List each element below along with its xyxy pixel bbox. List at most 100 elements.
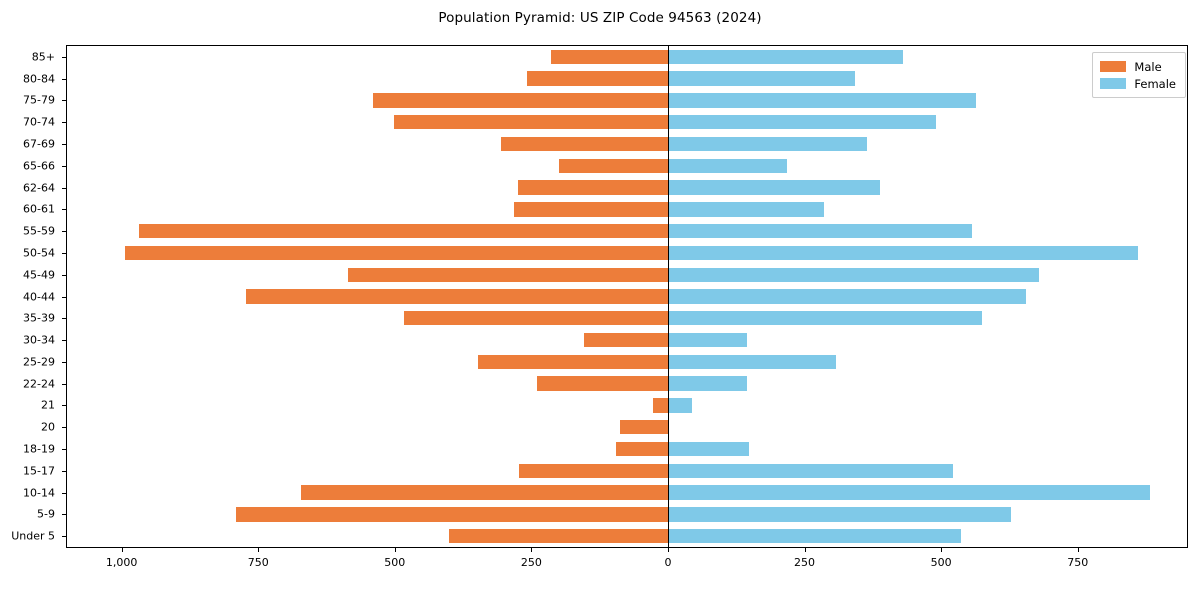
y-tick-mark bbox=[62, 514, 66, 516]
y-tick-mark bbox=[62, 536, 66, 538]
bar-female-67-69 bbox=[667, 136, 868, 152]
x-axis: 1,000 750 500 250 0 250 500 750 bbox=[66, 548, 1188, 588]
legend-entry-male[interactable]: Male bbox=[1100, 58, 1176, 75]
y-tick-mark bbox=[62, 78, 66, 80]
bar-row bbox=[67, 485, 1187, 500]
bar-row bbox=[67, 115, 1187, 130]
bar-row bbox=[67, 289, 1187, 304]
bar-male-50-54 bbox=[125, 245, 668, 261]
x-tick-label: 0 bbox=[664, 556, 672, 569]
bar-male-35-39 bbox=[404, 311, 668, 326]
y-tick-label: 18-19 bbox=[23, 442, 55, 456]
bar-male-15-17 bbox=[519, 463, 668, 478]
x-tick-label: 250 bbox=[520, 556, 542, 569]
bar-row bbox=[67, 507, 1187, 522]
y-tick-label: 22-24 bbox=[23, 377, 55, 391]
bar-row bbox=[67, 441, 1187, 457]
y-tick-label: 50-54 bbox=[23, 246, 55, 260]
bar-female-65-66 bbox=[667, 158, 788, 173]
bar-female-22-24 bbox=[667, 376, 748, 391]
y-tick-label: 62-64 bbox=[23, 181, 55, 195]
bar-female-70-74 bbox=[667, 115, 936, 130]
bar-male-21 bbox=[652, 398, 668, 413]
bar-female-30-34 bbox=[667, 332, 748, 348]
x-tick-label: 750 bbox=[247, 556, 269, 569]
bar-row bbox=[67, 311, 1187, 326]
bars-layer bbox=[67, 46, 1187, 547]
y-tick-mark bbox=[62, 470, 66, 472]
bar-row bbox=[67, 332, 1187, 348]
y-tick-mark bbox=[62, 100, 66, 102]
x-tick-label: 500 bbox=[384, 556, 406, 569]
x-tick-mark bbox=[667, 548, 669, 552]
bar-row bbox=[67, 180, 1187, 195]
bar-female-18-19 bbox=[667, 441, 749, 457]
y-tick-mark bbox=[62, 144, 66, 146]
bar-male-70-74 bbox=[394, 115, 668, 130]
bar-row bbox=[67, 463, 1187, 478]
bar-row bbox=[67, 71, 1187, 86]
bar-female-40-44 bbox=[667, 289, 1027, 304]
y-tick-label: 45-49 bbox=[23, 268, 55, 282]
bar-row bbox=[67, 267, 1187, 282]
bar-male-85- bbox=[550, 49, 668, 65]
bar-female-35-39 bbox=[667, 311, 983, 326]
bar-row bbox=[67, 202, 1187, 217]
chart-legend: Male Female bbox=[1092, 52, 1186, 98]
y-tick-mark bbox=[62, 427, 66, 429]
bar-female-5-9 bbox=[667, 507, 1012, 522]
y-tick-mark bbox=[62, 340, 66, 342]
bar-row bbox=[67, 93, 1187, 108]
bar-male-22-24 bbox=[537, 376, 668, 391]
bar-male-25-29 bbox=[477, 354, 668, 370]
legend-label-female: Female bbox=[1134, 76, 1176, 91]
y-tick-label: 85+ bbox=[31, 50, 55, 64]
y-tick-label: 40-44 bbox=[23, 290, 55, 303]
bar-female-85- bbox=[667, 49, 903, 65]
bar-row bbox=[67, 398, 1187, 413]
y-tick-mark bbox=[62, 187, 66, 189]
y-tick-mark bbox=[62, 405, 66, 407]
x-tick-label: 750 bbox=[1067, 556, 1089, 569]
bar-female-45-49 bbox=[667, 267, 1040, 282]
x-tick-mark bbox=[941, 548, 943, 552]
bar-male-65-66 bbox=[559, 158, 668, 173]
y-tick-label: 67-69 bbox=[23, 137, 55, 151]
y-tick-mark bbox=[62, 318, 66, 320]
bar-female-10-14 bbox=[667, 485, 1150, 500]
y-tick-label: 30-34 bbox=[23, 333, 55, 347]
bar-row bbox=[67, 136, 1187, 152]
x-tick-mark bbox=[804, 548, 806, 552]
bar-female-80-84 bbox=[667, 71, 856, 86]
y-tick-mark bbox=[62, 209, 66, 211]
y-tick-mark bbox=[62, 383, 66, 385]
x-tick-label: 250 bbox=[794, 556, 816, 569]
bar-row bbox=[67, 376, 1187, 391]
bar-male-18-19 bbox=[616, 441, 668, 457]
bar-female-15-17 bbox=[667, 463, 953, 478]
x-tick-mark bbox=[1077, 548, 1079, 552]
bar-row bbox=[67, 49, 1187, 65]
bar-row bbox=[67, 354, 1187, 370]
y-tick-mark bbox=[62, 122, 66, 124]
bar-male-5-9 bbox=[236, 507, 668, 522]
x-tick-label: 1,000 bbox=[105, 556, 138, 569]
y-tick-mark bbox=[62, 56, 66, 58]
y-tick-label: 80-84 bbox=[23, 72, 55, 86]
y-tick-label: 35-39 bbox=[23, 311, 55, 325]
legend-entry-female[interactable]: Female bbox=[1100, 75, 1176, 92]
bar-row bbox=[67, 245, 1187, 261]
y-tick-mark bbox=[62, 252, 66, 254]
y-tick-mark bbox=[62, 492, 66, 494]
plot-area bbox=[66, 45, 1188, 548]
bar-female-21 bbox=[667, 398, 692, 413]
bar-row bbox=[67, 528, 1187, 544]
bar-male-67-69 bbox=[501, 136, 668, 152]
y-tick-label: 5-9 bbox=[37, 507, 55, 521]
y-tick-label: 55-59 bbox=[23, 224, 55, 238]
legend-label-male: Male bbox=[1134, 59, 1162, 74]
y-tick-label: 25-29 bbox=[23, 355, 55, 369]
bar-row bbox=[67, 158, 1187, 173]
bar-male-45-49 bbox=[347, 267, 668, 282]
